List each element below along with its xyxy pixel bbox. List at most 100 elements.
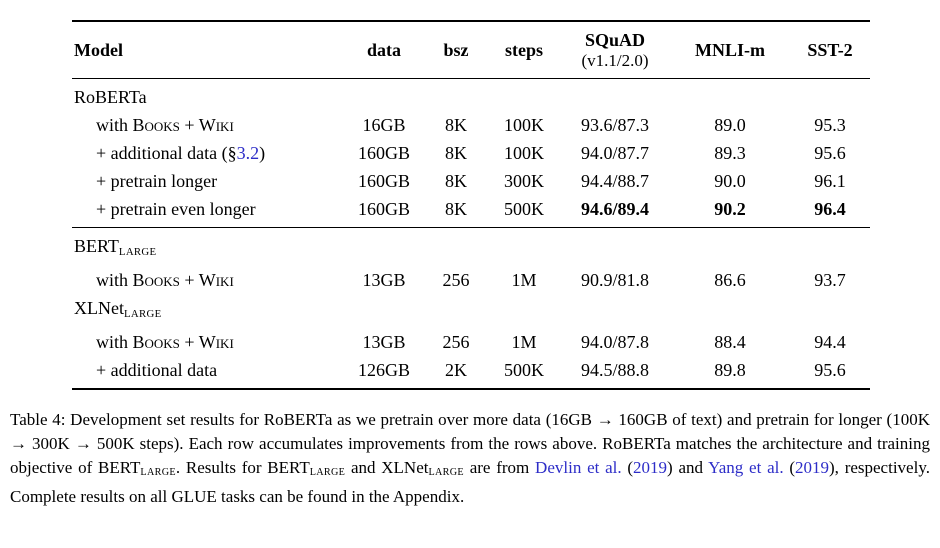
group-row: BERTLARGE [72, 228, 870, 267]
value-cell: 126GB [357, 360, 410, 381]
table-section-baselines: BERTLARGE with Books + Wiki 13GB 256 1M 90.9/… [72, 227, 870, 390]
value-cell: 13GB [362, 332, 406, 353]
smallcaps-text: Books + Wiki [132, 115, 234, 135]
table-caption: Table 4: Development set results for RoB… [10, 408, 930, 509]
value-cell: 1M [511, 332, 537, 353]
value-cell: 90.2 [714, 199, 746, 219]
col-header-squad-versions: (v1.1/2.0) [581, 51, 649, 70]
col-header-squad: SQuAD (v1.1/2.0) [560, 21, 670, 79]
model-cell: with Books + Wiki [72, 329, 344, 357]
text: ), respectively. Complete results on all… [10, 458, 930, 507]
model-cell: + pretrain longer [72, 168, 344, 196]
table-row: with Books + Wiki 13GB 256 1M 94.0/87.8 88.4 9… [72, 329, 870, 357]
value-cell: 8K [445, 143, 467, 163]
subscript-text: LARGE [428, 467, 464, 479]
ref-link[interactable]: Devlin et al. [535, 458, 622, 477]
table-row: with Books + Wiki 13GB 256 1M 90.9/81.8 86.6 9… [72, 267, 870, 295]
group-row: RoBERTa [72, 79, 870, 112]
value-cell: 96.1 [814, 171, 846, 191]
text: with [96, 270, 133, 291]
subscript-text: LARGE [123, 308, 162, 321]
table-row: + additional data (§3.2) 160GB 8K 100K 94.0/… [72, 140, 870, 168]
value-cell: 13GB [362, 270, 406, 291]
value-cell: 256 [442, 270, 470, 291]
text: + additional data (§ [96, 143, 237, 163]
value-cell: 96.4 [814, 199, 846, 219]
value-cell: 8K [445, 199, 467, 219]
value-cell: 1M [511, 270, 537, 291]
model-cell: with Books + Wiki [72, 112, 344, 140]
text: + pretrain even longer [96, 199, 256, 219]
value-cell: 88.4 [714, 332, 746, 353]
subscript-text: LARGE [309, 467, 346, 479]
model-cell: + additional data [72, 357, 344, 390]
text: are from [463, 458, 536, 477]
col-header-sst2: SST-2 [807, 40, 853, 60]
model-cell: XLNetLARGE [72, 295, 870, 329]
model-cell: with Books + Wiki [72, 267, 344, 295]
ref-link[interactable]: 2019 [633, 458, 668, 477]
text: Table 4: Development set results for RoB… [10, 410, 930, 477]
table-row: + pretrain even longer 160GB 8K 500K 94.6/89… [72, 196, 870, 228]
col-header-mnli: MNLI-m [695, 40, 765, 60]
table-section-roberta: RoBERTa with Books + Wiki 16GB 8K 100K 93.6/8… [72, 79, 870, 228]
model-cell: BERTLARGE [72, 228, 870, 267]
text: ) [259, 143, 266, 163]
ref-link[interactable]: 3.2 [236, 143, 260, 163]
text: + additional data [96, 360, 218, 381]
value-cell: 16GB [362, 115, 406, 135]
value-cell: 95.3 [814, 115, 846, 135]
value-cell: 89.3 [714, 143, 746, 163]
col-header-squad-title: SQuAD [584, 30, 646, 50]
text: with [96, 115, 133, 135]
value-cell: 94.4/88.7 [580, 171, 649, 191]
value-cell: 89.0 [714, 115, 746, 135]
subscript-text: LARGE [140, 467, 176, 479]
text: XLNet [74, 298, 124, 319]
value-cell: 94.0/87.7 [580, 143, 649, 163]
value-cell: 256 [442, 332, 470, 353]
value-cell: 160GB [357, 143, 410, 163]
col-header-data: data [366, 40, 401, 60]
model-cell: + additional data (§3.2) [72, 140, 344, 168]
col-header-steps: steps [504, 40, 543, 60]
header-row: Model data bsz steps SQuAD (v1.1/2.0) MN… [72, 21, 870, 79]
value-cell: 160GB [357, 171, 410, 191]
table-row: + pretrain longer 160GB 8K 300K 94.4/88.7 90.… [72, 168, 870, 196]
value-cell: 93.7 [814, 270, 846, 291]
text: ) and [667, 458, 709, 477]
text: . Results for BERT [175, 458, 310, 477]
text: BERT [74, 236, 119, 256]
value-cell: 100K [504, 115, 544, 135]
model-cell: + pretrain even longer [72, 196, 344, 228]
col-header-model: Model [74, 40, 123, 60]
value-cell: 95.6 [814, 143, 846, 163]
value-cell: 500K [504, 199, 544, 219]
table-row: with Books + Wiki 16GB 8K 100K 93.6/87.3 89.0… [72, 112, 870, 140]
smallcaps-text: Books + Wiki [132, 270, 234, 291]
col-header-bsz: bsz [443, 40, 469, 60]
value-cell: 8K [445, 171, 467, 191]
results-table: Model data bsz steps SQuAD (v1.1/2.0) MN… [72, 20, 870, 391]
text: + pretrain longer [96, 171, 218, 191]
text: RoBERTa [74, 87, 147, 107]
group-row: XLNetLARGE [72, 295, 870, 329]
value-cell: 300K [504, 171, 544, 191]
value-cell: 90.9/81.8 [580, 270, 649, 291]
value-cell: 100K [504, 143, 544, 163]
table-header: Model data bsz steps SQuAD (v1.1/2.0) MN… [72, 21, 870, 79]
value-cell: 160GB [357, 199, 410, 219]
text: and XLNet [345, 458, 429, 477]
smallcaps-text: Books + Wiki [132, 332, 234, 353]
value-cell: 94.0/87.8 [580, 332, 649, 353]
text: ( [783, 458, 796, 477]
value-cell: 94.5/88.8 [580, 360, 649, 381]
value-cell: 94.6/89.4 [580, 199, 649, 219]
value-cell: 94.4 [814, 332, 846, 353]
model-cell: RoBERTa [72, 79, 870, 112]
text: with [96, 332, 133, 353]
value-cell: 2K [445, 360, 467, 381]
ref-link[interactable]: 2019 [795, 458, 830, 477]
ref-link[interactable]: Yang et al. [708, 458, 784, 477]
